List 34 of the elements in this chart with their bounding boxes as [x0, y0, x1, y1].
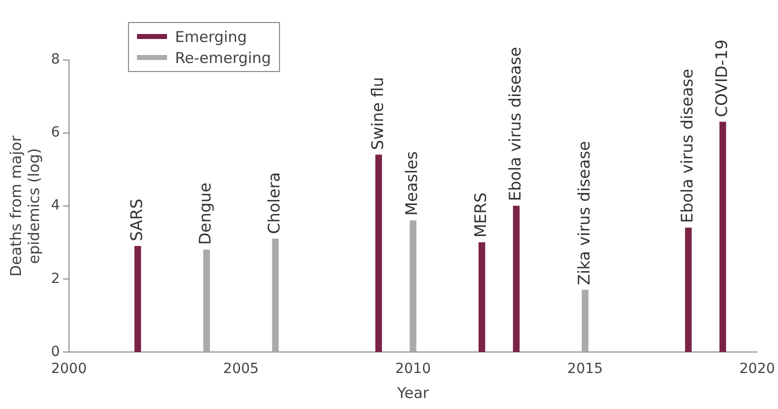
annotation: MERS [471, 192, 490, 238]
x-tick-label: 2020 [739, 361, 776, 378]
legend-label: Re-emerging [175, 48, 272, 66]
bar [719, 122, 726, 352]
x-tick-label: 2010 [395, 361, 431, 378]
y-tick-label: 4 [50, 198, 60, 214]
bar [272, 238, 279, 352]
y-tick-label: 2 [50, 270, 60, 287]
x-tick-label: 2000 [51, 361, 87, 378]
annotation: Ebola virus disease [505, 46, 524, 202]
bar [478, 242, 486, 352]
annotation: Zika virus disease [574, 141, 594, 286]
annotation: Measles [402, 151, 422, 216]
x-tick-label: 2015 [567, 361, 603, 378]
annotation: Ebola virus disease [678, 68, 697, 224]
y-tick-label: 0 [50, 344, 60, 360]
bar [685, 228, 692, 352]
bar [582, 290, 588, 352]
y-tick-label: 6 [50, 124, 60, 141]
y-tick-label: 8 [50, 52, 60, 68]
annotation: Swine flu [368, 76, 387, 150]
bar [134, 246, 142, 352]
annotation: Cholera [264, 172, 284, 234]
legend-label: Emerging [175, 28, 247, 46]
bar [410, 220, 416, 352]
x-tick-label: 2005 [223, 361, 259, 378]
y-axis-title: Deaths from major epidemics (log) [6, 134, 43, 277]
bar [512, 206, 520, 352]
annotation: Dengue [196, 182, 215, 245]
annotation: SARS [126, 198, 146, 242]
bar [375, 154, 382, 352]
x-axis-title: Year [396, 384, 430, 402]
bar [203, 250, 210, 352]
annotation: COVID-19 [712, 39, 731, 118]
